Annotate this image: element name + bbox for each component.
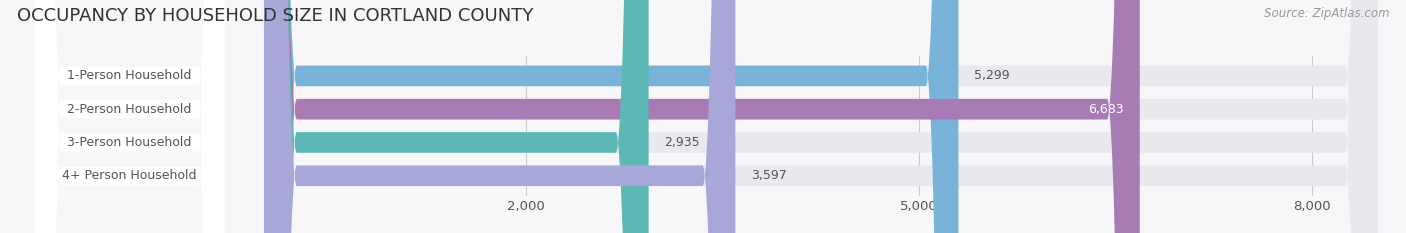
FancyBboxPatch shape <box>35 0 225 233</box>
Text: Source: ZipAtlas.com: Source: ZipAtlas.com <box>1264 7 1389 20</box>
FancyBboxPatch shape <box>35 0 225 233</box>
Text: 4+ Person Household: 4+ Person Household <box>62 169 197 182</box>
Text: 6,683: 6,683 <box>1088 103 1123 116</box>
Text: 3-Person Household: 3-Person Household <box>67 136 191 149</box>
FancyBboxPatch shape <box>35 0 225 233</box>
FancyBboxPatch shape <box>264 0 1378 233</box>
FancyBboxPatch shape <box>264 0 1378 233</box>
FancyBboxPatch shape <box>35 0 225 233</box>
FancyBboxPatch shape <box>264 0 1378 233</box>
FancyBboxPatch shape <box>264 0 735 233</box>
Text: 3,597: 3,597 <box>751 169 787 182</box>
FancyBboxPatch shape <box>264 0 1140 233</box>
Text: 2-Person Household: 2-Person Household <box>67 103 191 116</box>
FancyBboxPatch shape <box>264 0 1378 233</box>
Text: 2,935: 2,935 <box>665 136 700 149</box>
FancyBboxPatch shape <box>264 0 959 233</box>
Text: 5,299: 5,299 <box>974 69 1010 82</box>
Text: 1-Person Household: 1-Person Household <box>67 69 191 82</box>
Text: OCCUPANCY BY HOUSEHOLD SIZE IN CORTLAND COUNTY: OCCUPANCY BY HOUSEHOLD SIZE IN CORTLAND … <box>17 7 533 25</box>
FancyBboxPatch shape <box>264 0 648 233</box>
